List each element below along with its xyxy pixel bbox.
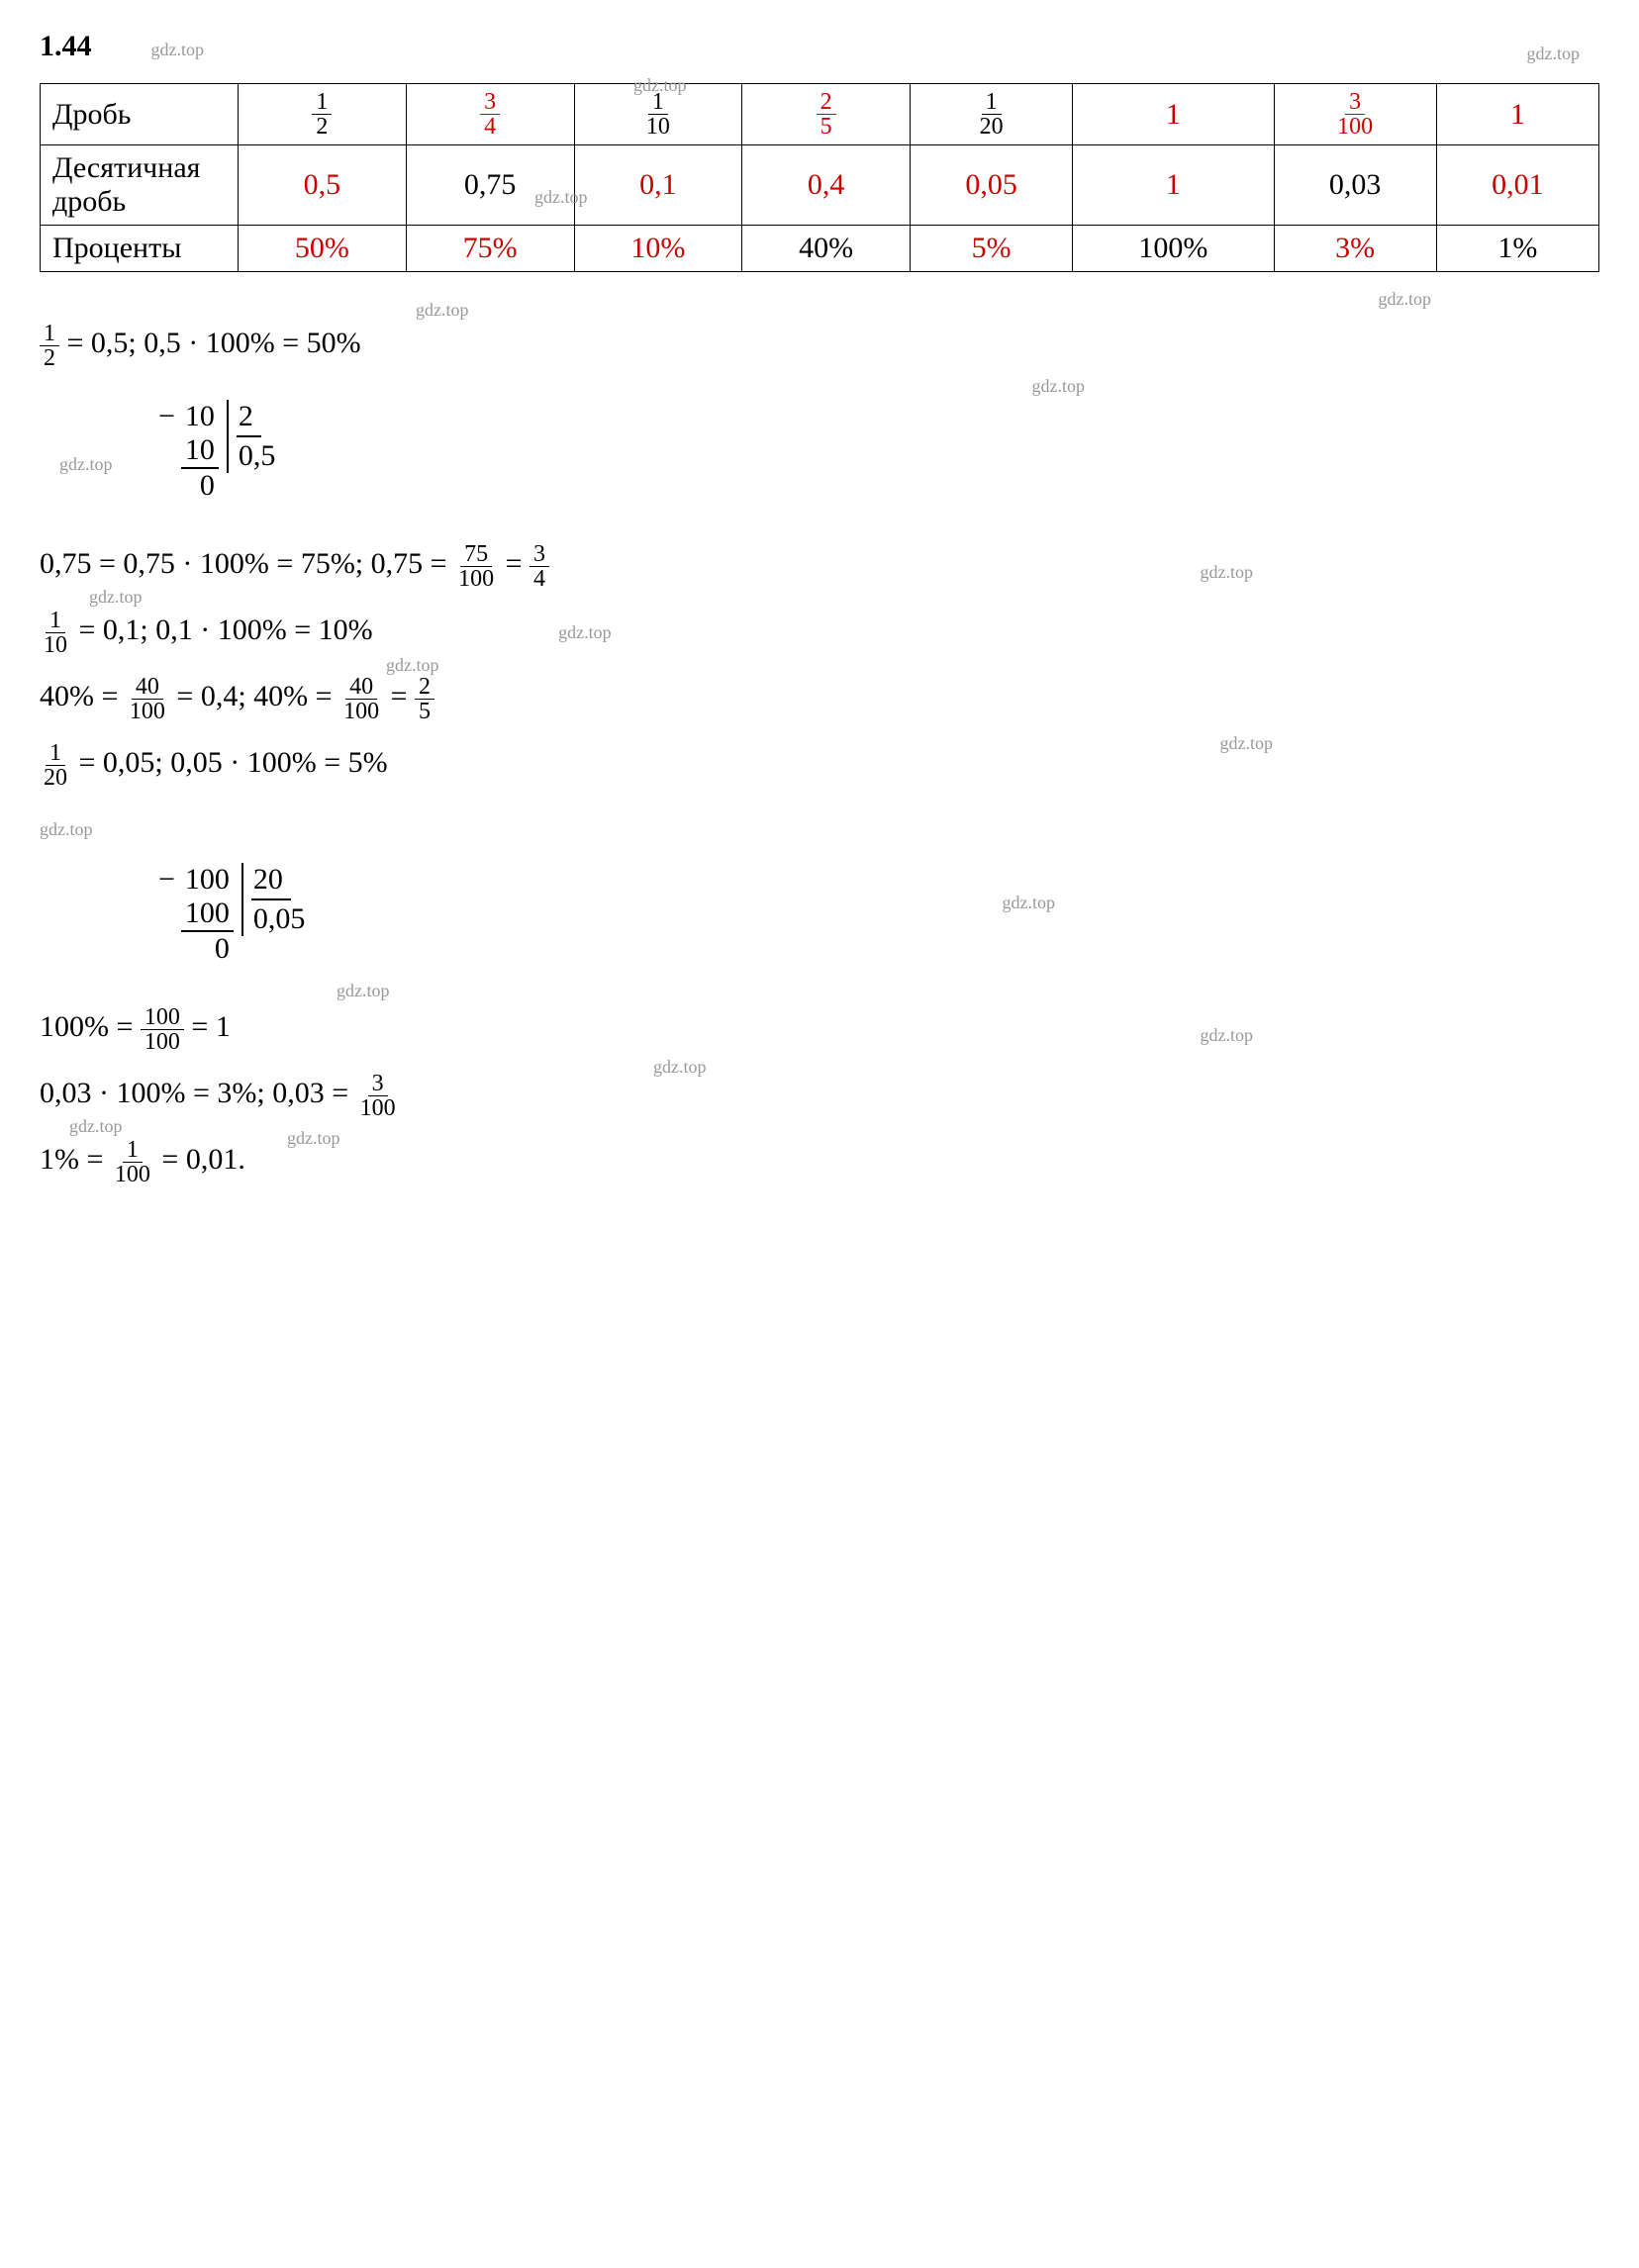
- table-cell: 40%: [742, 226, 911, 272]
- watermark: gdz.top: [287, 1128, 340, 1149]
- table-cell: 5%: [911, 226, 1073, 272]
- table-cell: 0,5: [239, 145, 407, 226]
- row-label: Десятичнаядробь: [41, 145, 239, 226]
- table-cell: 1: [1073, 84, 1274, 145]
- watermark: gdz.top: [1527, 44, 1581, 64]
- watermark: gdz.top: [40, 819, 93, 839]
- row-label: Дробь: [41, 84, 239, 145]
- table-cell: 50%: [239, 226, 407, 272]
- watermark: gdz.top: [1379, 289, 1432, 310]
- problem-number: 1.44: [40, 30, 92, 63]
- table-cell: 1%: [1436, 226, 1598, 272]
- table-cell: 3%: [1274, 226, 1436, 272]
- watermark: gdz.top: [558, 622, 612, 642]
- watermark: gdz.top: [653, 1057, 707, 1078]
- table-cell: 10%: [574, 226, 742, 272]
- watermark: gdz.top: [633, 75, 687, 96]
- watermark: gdz.top: [1032, 376, 1086, 397]
- table-cell: 34: [406, 84, 574, 145]
- watermark: gdz.top: [1220, 733, 1274, 754]
- watermark: gdz.top: [59, 454, 113, 475]
- table-cell: 120: [911, 84, 1073, 145]
- table-cell: 1: [1073, 145, 1274, 226]
- table-cell: 75%: [406, 226, 574, 272]
- calc-line-2: 0,75 = 0,75 · 100% = 75%; 0,75 = 75100 =…: [40, 542, 1599, 591]
- table-cell: 0,75: [406, 145, 574, 226]
- calc-line-6: gdz.top 100% = 100100 = 1 gdz.top: [40, 1005, 1599, 1054]
- long-division-1: gdz.top − 10 10 0 2 0,5: [40, 400, 1599, 503]
- watermark: gdz.top: [1201, 1025, 1254, 1046]
- watermark: gdz.top: [151, 40, 205, 60]
- table-cell: 0,4: [742, 145, 911, 226]
- table-cell: 0,01: [1436, 145, 1598, 226]
- table-cell: 1: [1436, 84, 1598, 145]
- watermark: gdz.top: [1003, 893, 1056, 913]
- table-cell: 0,1: [574, 145, 742, 226]
- table-cell: 0,05: [911, 145, 1073, 226]
- watermark: gdz.top: [416, 300, 469, 321]
- watermark: gdz.top: [337, 981, 390, 1001]
- calc-line-5: 120 = 0,05; 0,05 · 100% = 5% gdz.top: [40, 741, 1599, 790]
- watermark: gdz.top: [1201, 562, 1254, 583]
- watermark: gdz.top: [386, 655, 439, 676]
- long-division-2: − 100 100 0 20 0,05 gdz.top: [40, 863, 1599, 966]
- calc-line-1: gdz.top 12 = 0,5; 0,5 · 100% = 50% gdz.t…: [40, 322, 1599, 370]
- table-cell: 3100: [1274, 84, 1436, 145]
- table-cell: 12: [239, 84, 407, 145]
- calc-line-5-wm: gdz.top: [40, 809, 1599, 843]
- calc-line-4: gdz.top 40% = 40100 = 0,4; 40% = 40100 =…: [40, 675, 1599, 723]
- row-label: Проценты: [41, 226, 239, 272]
- table-cell: 25: [742, 84, 911, 145]
- calc-line-8: gdz.top 1% = 1100 = 0,01. gdz.top: [40, 1138, 1599, 1186]
- table-cell: 100%: [1073, 226, 1274, 272]
- fraction-table: Дробь123411025120131001Десятичнаядробь0,…: [40, 83, 1599, 272]
- watermark: gdz.top: [89, 587, 143, 608]
- calc-line-3: gdz.top 110 = 0,1; 0,1 · 100% = 10% gdz.…: [40, 609, 1599, 657]
- watermark: gdz.top: [69, 1116, 123, 1137]
- table-cell: 0,03: [1274, 145, 1436, 226]
- watermark: gdz.top: [534, 187, 588, 208]
- work-section: gdz.top 12 = 0,5; 0,5 · 100% = 50% gdz.t…: [40, 322, 1599, 1186]
- calc-line-7: 0,03 · 100% = 3%; 0,03 = 3100 gdz.top: [40, 1072, 1599, 1120]
